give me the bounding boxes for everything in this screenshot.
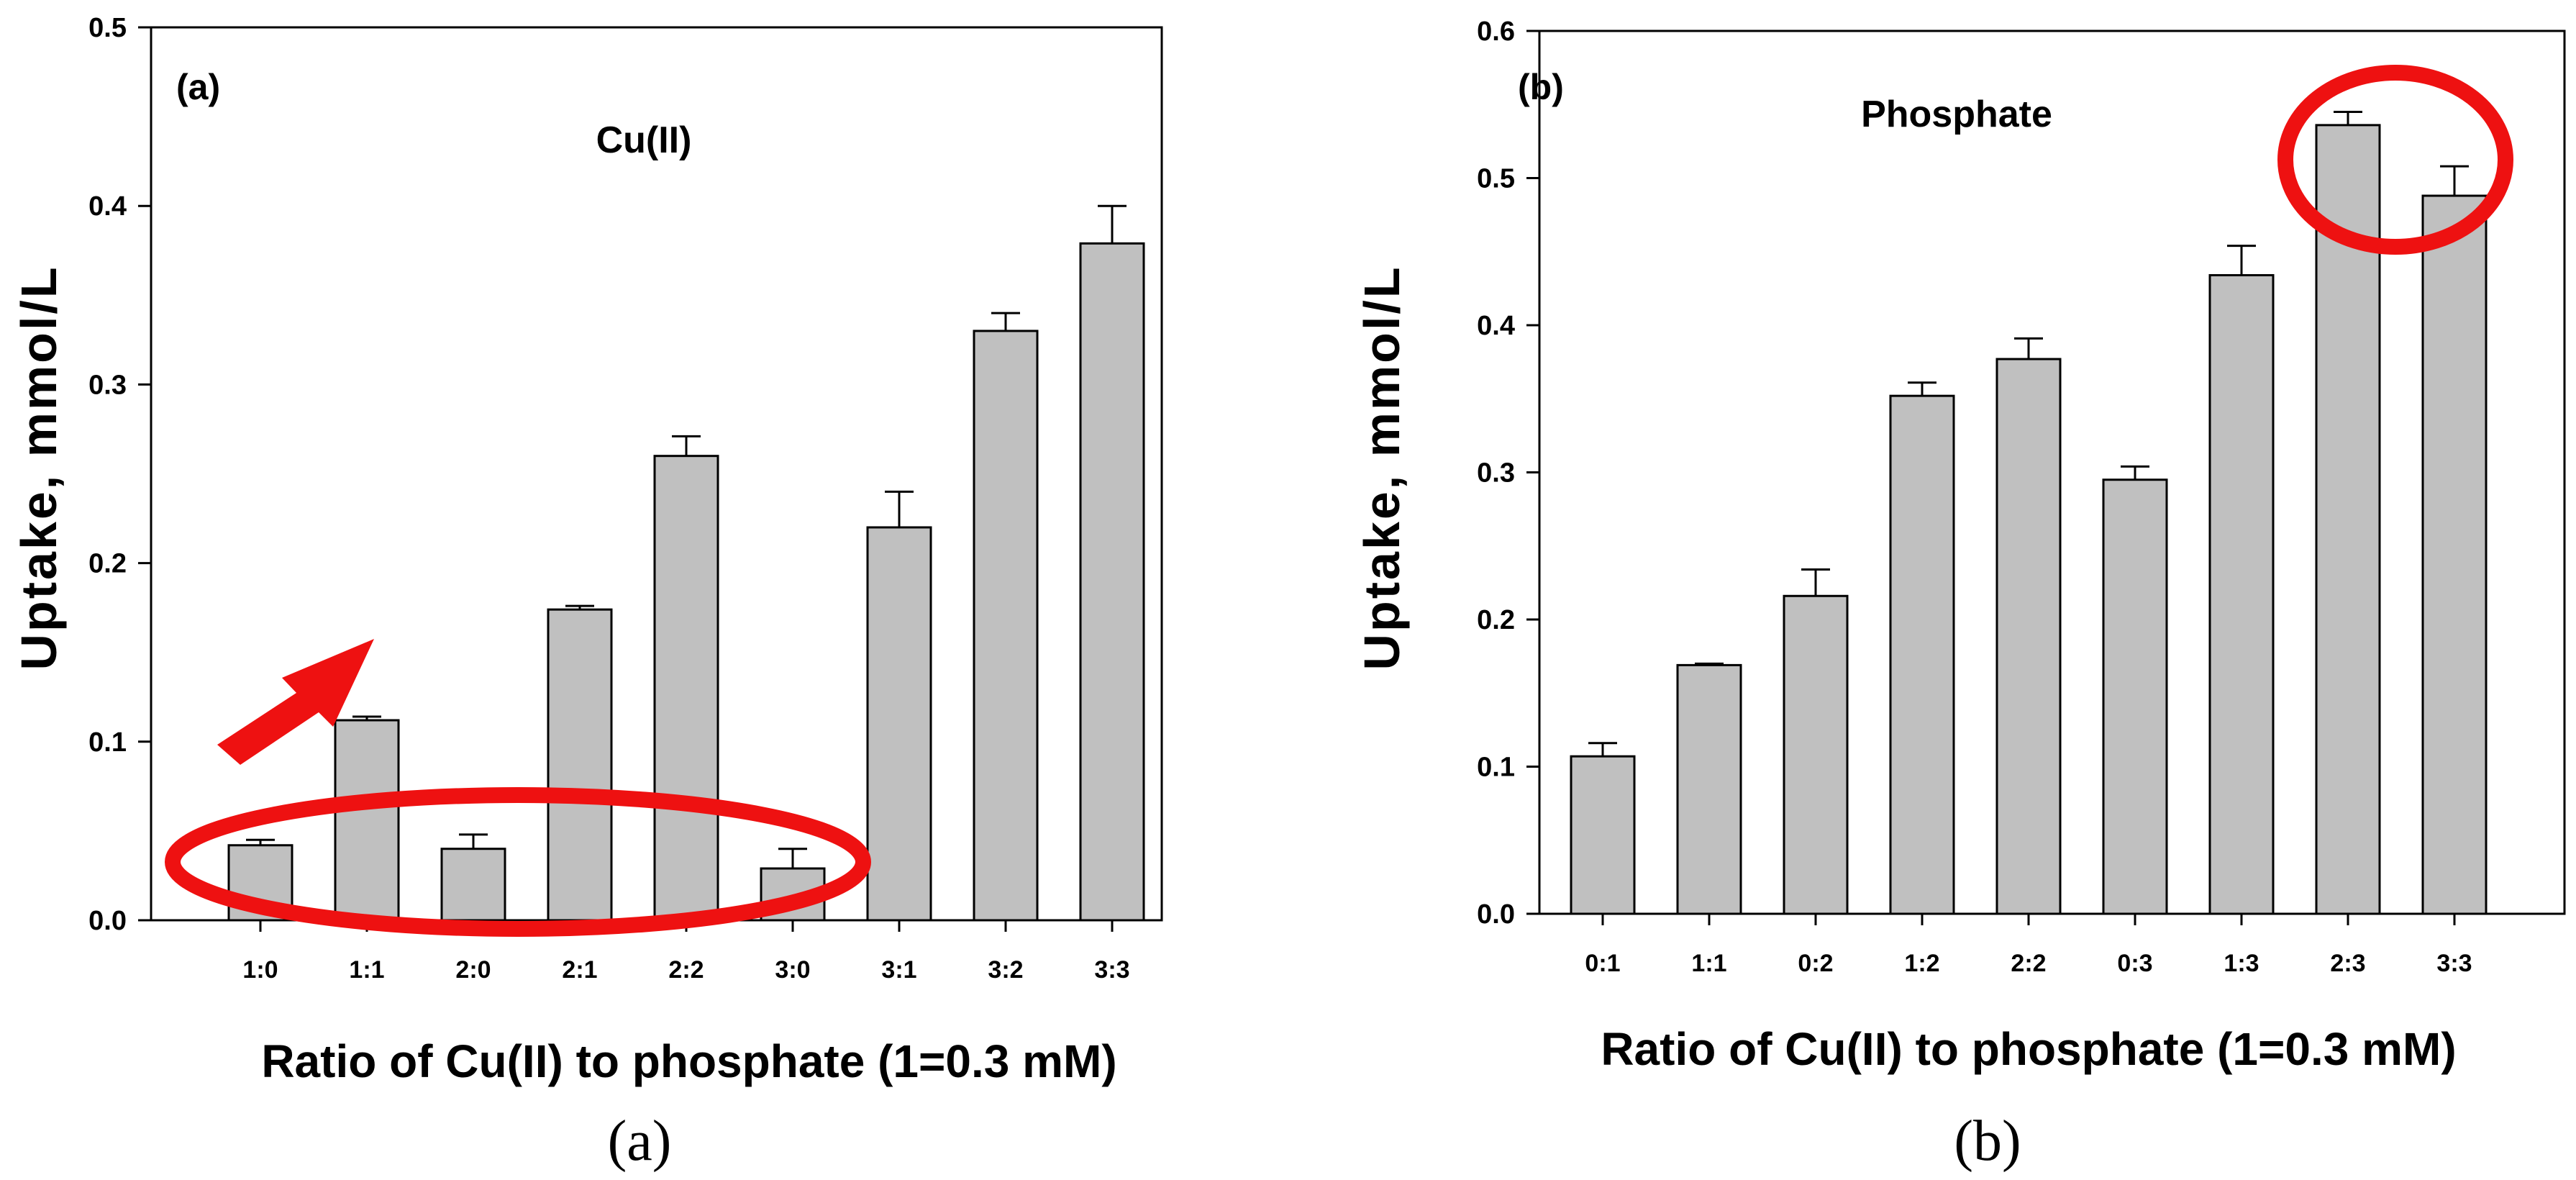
x-tick-label: 0:2: [1798, 950, 1833, 977]
chart-title-b: Phosphate: [1861, 94, 2052, 135]
y-tick-label: 0.1: [1477, 753, 1515, 783]
x-tick-label: 1:0: [242, 956, 278, 984]
bar-2-1: [547, 608, 613, 922]
bar-3-3: [2421, 194, 2488, 915]
bar-0-3: [2102, 478, 2168, 915]
y-tick-label: 0.5: [88, 13, 127, 43]
panel-tag-a: (a): [176, 67, 220, 107]
highlight-ellipse-b: [2277, 65, 2513, 255]
x-tick-label: 1:1: [349, 956, 384, 984]
y-axis-label-b: Uptake, mmol/L: [1354, 265, 1410, 670]
chart-title-a: Cu(II): [596, 119, 692, 161]
y-tick-label: 0.3: [1477, 458, 1515, 489]
error-bars-b: [1588, 110, 2469, 757]
bars-a: [227, 242, 1145, 922]
x-tick-label: 0:1: [1585, 950, 1620, 977]
bar-2-2: [653, 455, 719, 922]
bar-3-1: [866, 526, 932, 922]
y-axis-ticks-a: 0.0 0.1 0.2 0.3 0.4 0.5: [88, 13, 151, 936]
bar-0-2: [1783, 594, 1849, 915]
bar-1-1: [1676, 663, 1742, 915]
bar-2-2: [1995, 358, 2062, 915]
highlight-arrow-icon: [217, 639, 374, 765]
y-tick-label: 0.4: [1477, 311, 1515, 341]
x-tick-label: 2:0: [455, 956, 491, 984]
x-tick-label: 3:3: [1094, 956, 1129, 984]
bar-1-3: [2208, 273, 2275, 915]
y-axis-label-a: Uptake, mmol/L: [11, 265, 67, 670]
y-tick-label: 0.0: [88, 906, 127, 936]
y-axis-ticks-b: 0.0 0.1 0.2 0.3 0.4 0.5 0.6: [1477, 17, 1539, 930]
x-tick-label: 1:3: [2224, 950, 2259, 977]
chart-panel-a: 0.0 0.1 0.2 0.3 0.4 0.5 1:0 1:1 2:0 2:1 2:2 3:0 3:1…: [11, 13, 1163, 1173]
x-tick-label: 3:0: [775, 956, 810, 984]
x-axis-label-a: Ratio of Cu(II) to phosphate (1=0.3 mM): [261, 1035, 1116, 1087]
bar-3-2: [973, 330, 1039, 922]
highlight-ellipse-a: [165, 787, 871, 937]
y-tick-label: 0.1: [88, 727, 127, 758]
caption-b: (b): [1954, 1109, 2021, 1173]
y-tick-label: 0.6: [1477, 17, 1515, 47]
x-tick-label: 0:3: [2117, 950, 2152, 977]
chart-panel-b: 0.0 0.1 0.2 0.3 0.4 0.5 0.6 0:1 1:1 0:2 1:2 2:2 0:3…: [1354, 17, 2566, 1173]
x-tick-label: 3:2: [988, 956, 1023, 984]
x-tick-label: 2:2: [2011, 950, 2046, 977]
x-tick-label: 3:3: [2436, 950, 2472, 977]
x-tick-label: 2:3: [2330, 950, 2365, 977]
x-axis-ticks-b: 0:1 1:1 0:2 1:2 2:2 0:3 1:3 2:3 3:3: [1585, 914, 2472, 977]
bar-2-0: [440, 848, 506, 922]
y-tick-label: 0.2: [88, 549, 127, 579]
bar-3-3: [1079, 242, 1145, 922]
y-tick-label: 0.0: [1477, 899, 1515, 930]
y-tick-label: 0.5: [1477, 164, 1515, 194]
bar-1-2: [1889, 394, 1955, 915]
y-tick-label: 0.4: [88, 191, 127, 222]
bar-0-1: [1570, 755, 1636, 915]
bar-1-1: [334, 719, 400, 922]
x-tick-label: 3:1: [881, 956, 916, 984]
caption-a: (a): [608, 1109, 672, 1173]
error-bars-a: [246, 204, 1127, 869]
x-tick-label: 2:2: [668, 956, 704, 984]
panel-tag-b: (b): [1518, 67, 1564, 107]
x-tick-label: 2:1: [562, 956, 597, 984]
x-tick-label: 1:2: [1904, 950, 1939, 977]
y-tick-label: 0.3: [88, 370, 127, 400]
x-axis-label-b: Ratio of Cu(II) to phosphate (1=0.3 mM): [1601, 1023, 2456, 1075]
x-tick-label: 1:1: [1691, 950, 1726, 977]
y-tick-label: 0.2: [1477, 605, 1515, 635]
